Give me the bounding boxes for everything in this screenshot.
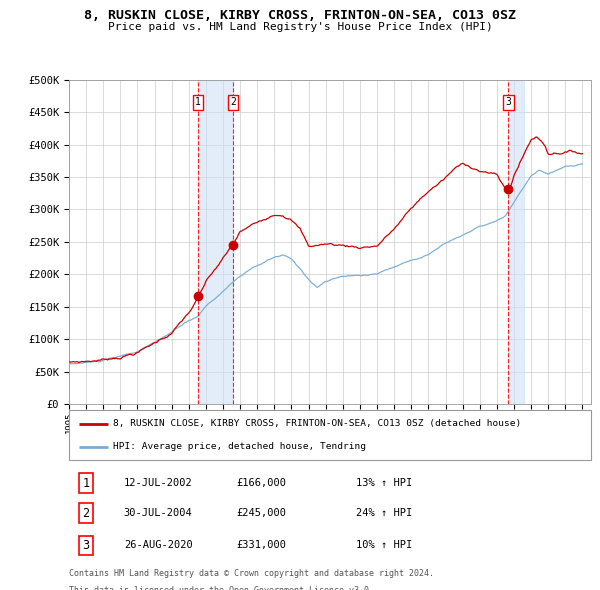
Text: 24% ↑ HPI: 24% ↑ HPI xyxy=(356,509,412,518)
Text: 1: 1 xyxy=(195,97,201,107)
Text: 2: 2 xyxy=(82,507,89,520)
Text: 12-JUL-2002: 12-JUL-2002 xyxy=(124,478,193,488)
Text: 8, RUSKIN CLOSE, KIRBY CROSS, FRINTON-ON-SEA, CO13 0SZ (detached house): 8, RUSKIN CLOSE, KIRBY CROSS, FRINTON-ON… xyxy=(113,419,521,428)
Text: This data is licensed under the Open Government Licence v3.0.: This data is licensed under the Open Gov… xyxy=(69,586,374,590)
Bar xyxy=(198,80,233,404)
Text: 1: 1 xyxy=(82,477,89,490)
Text: 26-AUG-2020: 26-AUG-2020 xyxy=(124,540,193,550)
Text: 8, RUSKIN CLOSE, KIRBY CROSS, FRINTON-ON-SEA, CO13 0SZ: 8, RUSKIN CLOSE, KIRBY CROSS, FRINTON-ON… xyxy=(84,9,516,22)
FancyBboxPatch shape xyxy=(69,410,591,460)
Text: 10% ↑ HPI: 10% ↑ HPI xyxy=(356,540,412,550)
Text: 3: 3 xyxy=(505,97,511,107)
Text: HPI: Average price, detached house, Tendring: HPI: Average price, detached house, Tend… xyxy=(113,442,367,451)
Text: 13% ↑ HPI: 13% ↑ HPI xyxy=(356,478,412,488)
Bar xyxy=(508,80,524,404)
Text: £331,000: £331,000 xyxy=(236,540,286,550)
Text: Contains HM Land Registry data © Crown copyright and database right 2024.: Contains HM Land Registry data © Crown c… xyxy=(69,569,434,578)
Text: Price paid vs. HM Land Registry's House Price Index (HPI): Price paid vs. HM Land Registry's House … xyxy=(107,22,493,32)
Text: 2: 2 xyxy=(230,97,236,107)
Text: £245,000: £245,000 xyxy=(236,509,286,518)
Text: 3: 3 xyxy=(82,539,89,552)
Text: 30-JUL-2004: 30-JUL-2004 xyxy=(124,509,193,518)
Text: £166,000: £166,000 xyxy=(236,478,286,488)
